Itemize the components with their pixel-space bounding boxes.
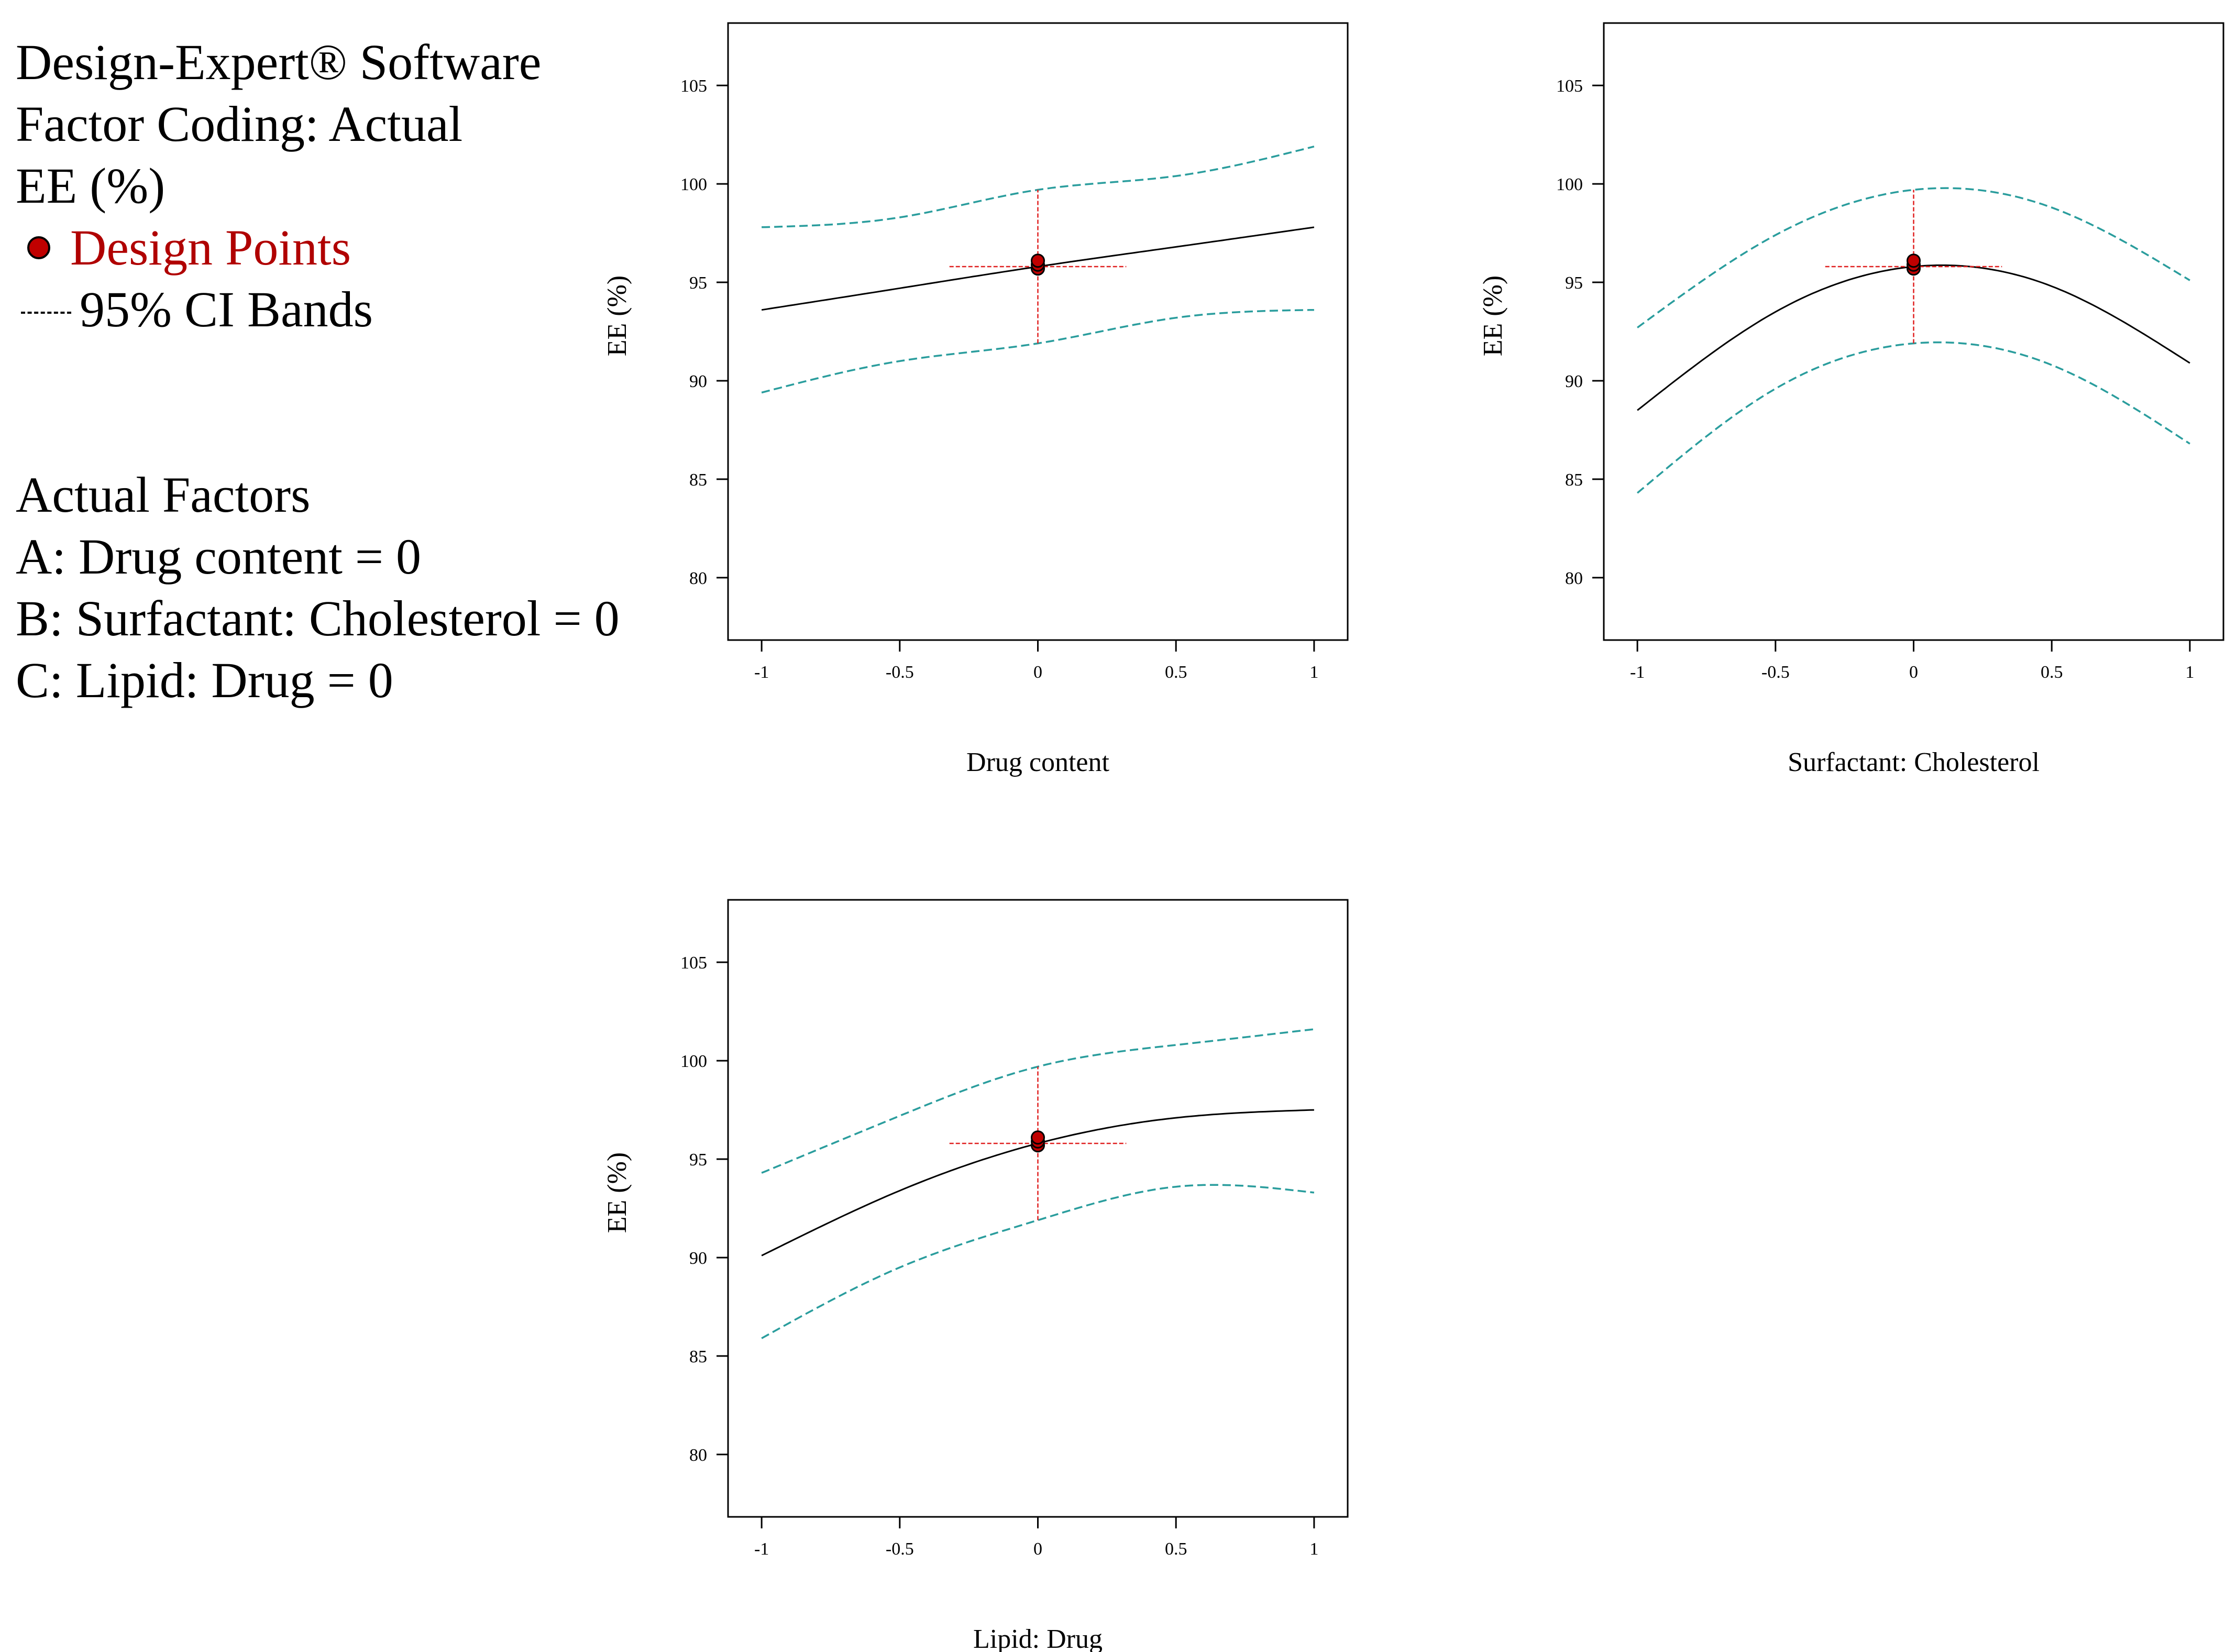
lower-ci-band [761,1184,1315,1339]
legend-design-points-label: Design Points [70,219,351,276]
info-panel: Design-Expert® Software Factor Coding: A… [16,31,620,711]
x-tick-label: -1 [754,1539,769,1559]
x-tick-label: 0.5 [2041,663,2063,682]
x-axis-title: Drug content [966,747,1109,777]
x-tick-label: 0.5 [1165,1539,1187,1559]
x-tick-label: -0.5 [1761,663,1790,682]
x-tick-label: 0 [1909,663,1918,682]
y-tick-label: 105 [680,953,707,973]
y-tick-label: 80 [689,1446,707,1465]
dashed-line-icon [21,312,71,314]
actual-factors-title: Actual Factors [16,467,311,523]
factor-a: A: Drug content = 0 [16,528,421,585]
y-tick-label: 80 [689,569,707,588]
y-tick-label: 90 [689,372,707,391]
response-name: EE (%) [16,158,166,214]
factor-c: C: Lipid: Drug = 0 [16,652,393,708]
plot-frame [727,22,1349,641]
x-axis-title: Lipid: Drug [973,1624,1103,1652]
y-axis-title: EE (%) [602,276,632,356]
x-tick-label: -0.5 [886,663,914,682]
y-tick-label: 105 [680,76,707,96]
factor-coding: Factor Coding: Actual [16,96,463,152]
y-tick-label: 100 [680,1052,707,1071]
x-tick-label: 1 [1309,663,1318,682]
legend-design-points: Design Points [16,217,620,279]
x-tick-label: 0 [1033,1539,1042,1559]
y-tick-label: 90 [1565,372,1583,391]
chart-drug-content: 80 85 90 95 100 105 -1 -0.5 0 0.5 1 Drug content EE … [602,22,1349,777]
x-tick-label: 0 [1033,663,1042,682]
design-point [1907,254,1921,268]
x-tick-label: -1 [1630,663,1645,682]
legend-ci-bands: 95% CI Bands [16,279,620,340]
design-point [1031,1130,1045,1145]
y-tick-label: 100 [1556,175,1583,194]
y-tick-label: 90 [689,1249,707,1268]
x-tick-label: 1 [1309,1539,1318,1559]
chart-surfactant-cholesterol: 80 85 90 95 100 105 -1 -0.5 0 0.5 1 Surfactant: Cho… [1478,22,2224,777]
predicted-line [1637,264,2190,411]
y-tick-label: 80 [1565,569,1583,588]
x-tick-label: 1 [2185,663,2194,682]
x-tick-label: -1 [754,663,769,682]
x-tick-label: 0.5 [1165,663,1187,682]
factor-b: B: Surfactant: Cholesterol = 0 [16,590,620,646]
x-axis-title: Surfactant: Cholesterol [1788,747,2040,777]
y-tick-label: 85 [689,470,707,490]
legend-ci-bands-label: 95% CI Bands [80,281,373,337]
lower-ci-band [1636,341,2190,494]
x-tick-label: -0.5 [886,1539,914,1559]
lower-ci-band [761,309,1314,394]
y-axis-title: EE (%) [602,1152,632,1233]
design-point-marker-icon [27,236,50,259]
plot-frame [1603,22,2224,641]
y-tick-label: 105 [1556,76,1583,96]
upper-ci-band [1637,187,2190,328]
y-tick-label: 85 [1565,470,1583,490]
software-name: Design-Expert® Software [16,34,542,90]
plot-frame [727,899,1349,1518]
y-tick-label: 95 [689,273,707,293]
y-tick-label: 95 [689,1150,707,1170]
y-tick-label: 100 [680,175,707,194]
y-tick-label: 85 [689,1347,707,1367]
y-axis-title: EE (%) [1478,276,1508,356]
design-point [1031,254,1045,268]
y-tick-label: 95 [1565,273,1583,293]
chart-lipid-drug: 80 85 90 95 100 105 -1 -0.5 0 0.5 1 Lipid: Drug EE (… [602,899,1349,1652]
